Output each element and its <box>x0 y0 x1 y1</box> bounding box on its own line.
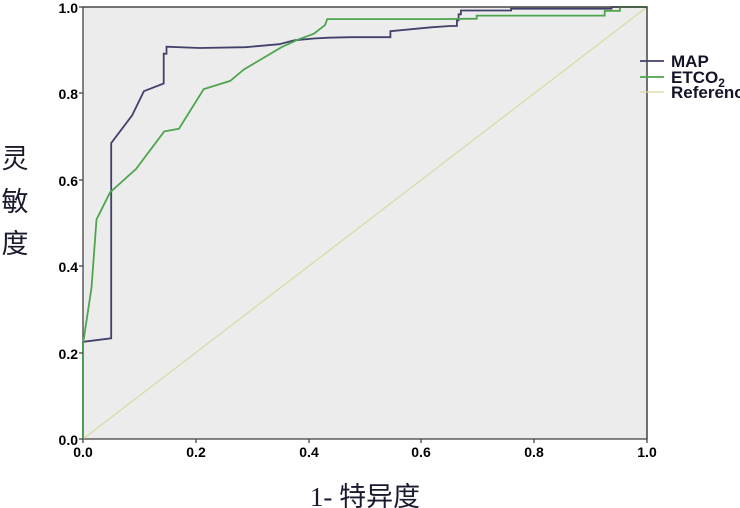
svg-text:0.4: 0.4 <box>299 444 319 460</box>
svg-text:0.8: 0.8 <box>59 86 79 102</box>
svg-text:0.6: 0.6 <box>411 444 431 460</box>
svg-text:0.2: 0.2 <box>59 346 79 362</box>
svg-text:0.6: 0.6 <box>59 173 79 189</box>
svg-text:1.0: 1.0 <box>637 444 657 460</box>
svg-text:0.2: 0.2 <box>186 444 206 460</box>
svg-text:0.8: 0.8 <box>524 444 544 460</box>
svg-text:1.0: 1.0 <box>59 0 79 16</box>
svg-text:0.0: 0.0 <box>73 444 93 460</box>
svg-text:Reference: Reference <box>671 83 740 102</box>
svg-text:0.4: 0.4 <box>59 259 79 275</box>
